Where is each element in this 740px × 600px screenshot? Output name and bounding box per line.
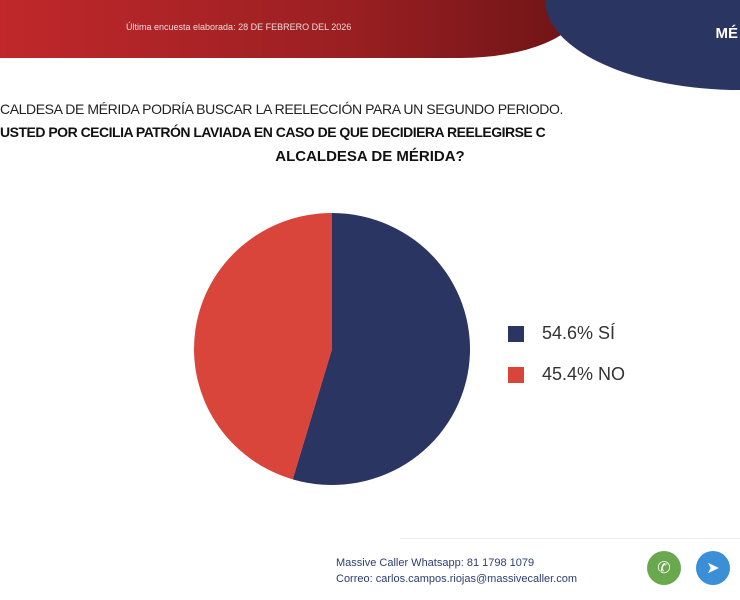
legend-item-si: 54.6% SÍ bbox=[508, 323, 615, 344]
question-line-1: CALDESA DE MÉRIDA PODRÍA BUSCAR LA REELE… bbox=[0, 101, 564, 117]
footer-divider bbox=[400, 538, 740, 539]
legend-item-no: 45.4% NO bbox=[508, 364, 625, 385]
region-label: MÉ bbox=[715, 25, 739, 42]
whatsapp-icon[interactable]: ✆ bbox=[647, 551, 681, 585]
pie-slice-no bbox=[193, 213, 332, 480]
telegram-icon[interactable]: ➤ bbox=[696, 551, 730, 585]
whatsapp-contact: Massive Caller Whatsapp: 81 1798 1079 bbox=[336, 557, 535, 569]
pie-slice-si bbox=[292, 213, 470, 485]
legend-swatch-si bbox=[508, 325, 524, 342]
question-line-3: ALCALDESA DE MÉRIDA? bbox=[275, 148, 465, 165]
email-contact: Correo: carlos.campos.riojas@massivecall… bbox=[336, 573, 578, 585]
header-banner bbox=[0, 0, 580, 58]
legend-label-no: 45.4% NO bbox=[542, 364, 626, 384]
question-line-2: USTED POR CECILIA PATRÓN LAVIADA EN CASO… bbox=[0, 124, 546, 140]
legend-label-si: 54.6% SÍ bbox=[542, 323, 616, 343]
legend-swatch-no bbox=[508, 366, 524, 383]
survey-date: Última encuesta elaborada: 28 DE FEBRERO… bbox=[126, 22, 352, 32]
